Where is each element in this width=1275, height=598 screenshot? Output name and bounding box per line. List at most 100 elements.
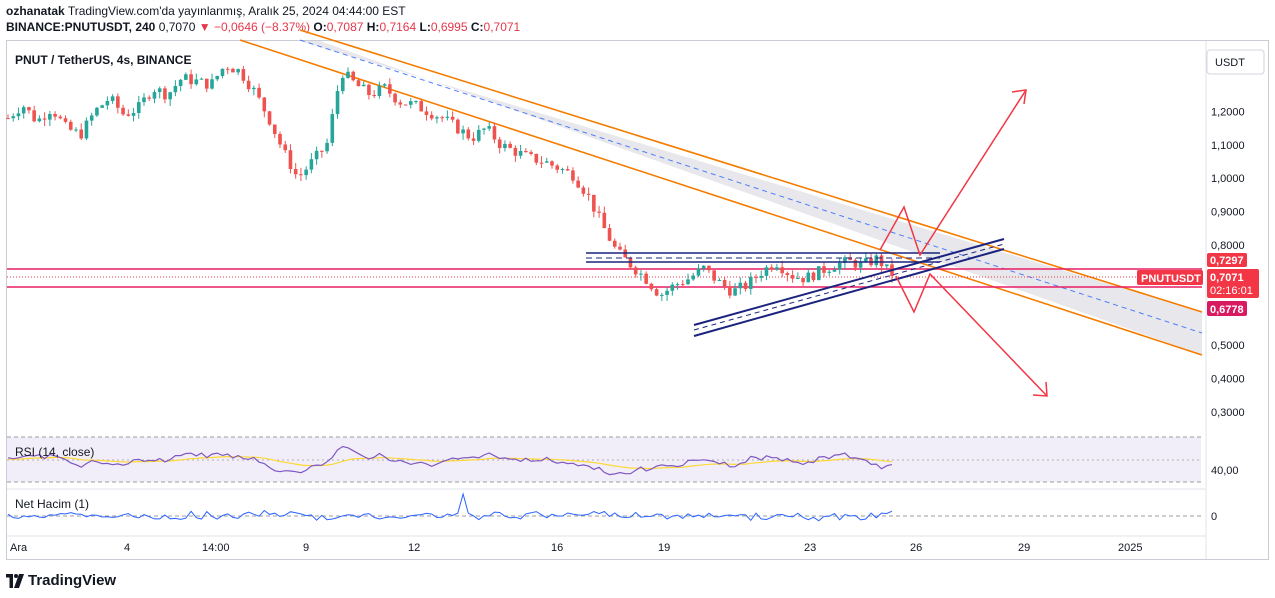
candle-body[interactable] <box>335 91 340 115</box>
candle-body[interactable] <box>832 269 837 272</box>
candle-body[interactable] <box>874 255 879 266</box>
candle-body[interactable] <box>116 96 120 108</box>
candle-body[interactable] <box>246 80 251 90</box>
candle-body[interactable] <box>309 159 314 170</box>
candle-body[interactable] <box>299 174 303 176</box>
candle-body[interactable] <box>571 170 575 181</box>
candle-body[interactable] <box>822 266 826 273</box>
candle-body[interactable] <box>121 107 125 115</box>
candle-body[interactable] <box>283 144 288 151</box>
candle-body[interactable] <box>163 88 167 100</box>
blue-channel-upper[interactable] <box>693 238 1005 326</box>
candle-body[interactable] <box>95 107 99 116</box>
candle-body[interactable] <box>544 161 549 163</box>
blue-horizontal-band[interactable] <box>586 252 940 263</box>
candle-body[interactable] <box>131 112 136 116</box>
candle-body[interactable] <box>293 169 298 175</box>
candle-body[interactable] <box>576 180 580 188</box>
candle-body[interactable] <box>236 69 240 73</box>
candle-body[interactable] <box>696 268 701 276</box>
candle-body[interactable] <box>288 150 293 170</box>
candle-body[interactable] <box>89 115 94 121</box>
candle-body[interactable] <box>612 240 617 247</box>
candle-body[interactable] <box>408 101 413 105</box>
candle-body[interactable] <box>440 117 444 119</box>
candle-body[interactable] <box>168 92 172 100</box>
candle-body[interactable] <box>231 68 235 73</box>
candle-body[interactable] <box>565 169 570 171</box>
candle-body[interactable] <box>827 271 832 273</box>
candle-body[interactable] <box>607 228 612 241</box>
orange-channel[interactable] <box>239 29 1203 356</box>
candle-body[interactable] <box>68 121 73 130</box>
candle-body[interactable] <box>398 102 403 105</box>
candle-body[interactable] <box>241 69 246 81</box>
candle-body[interactable] <box>16 113 21 117</box>
price-axis[interactable]: 1,2000 1,1000 1,0000 0,9000 0,8000 0,5000 0,40… <box>1211 106 1245 419</box>
time-axis[interactable]: Ara 4 14:00 9 12 16 19 23 26 29 2025 <box>10 542 1142 554</box>
candle-body[interactable] <box>837 262 842 270</box>
candle-body[interactable] <box>257 87 261 98</box>
candle-body[interactable] <box>152 92 157 99</box>
candle-body[interactable] <box>513 147 518 156</box>
candle-body[interactable] <box>769 267 774 270</box>
candle-body[interactable] <box>743 282 748 289</box>
candle-body[interactable] <box>550 161 554 166</box>
candle-body[interactable] <box>393 93 397 103</box>
candle-body[interactable] <box>754 276 758 278</box>
candle-body[interactable] <box>272 124 277 135</box>
candle-body[interactable] <box>717 280 722 282</box>
candle-body[interactable] <box>801 277 805 283</box>
candle-body[interactable] <box>524 151 528 153</box>
candle-body[interactable] <box>304 169 308 176</box>
candle-body[interactable] <box>654 289 659 296</box>
candle-body[interactable] <box>806 272 811 283</box>
footer-brand[interactable]: TradingView <box>6 572 116 589</box>
candle-body[interactable] <box>748 276 753 289</box>
candle-body[interactable] <box>843 257 847 263</box>
candle-body[interactable] <box>142 97 146 103</box>
candle-body[interactable] <box>278 134 282 145</box>
rsi-line[interactable] <box>7 445 893 476</box>
scenario-arrows[interactable] <box>879 89 1048 397</box>
candle-body[interactable] <box>728 286 732 296</box>
candle-body[interactable] <box>759 275 764 278</box>
candle-body[interactable] <box>555 165 560 170</box>
candle-body[interactable] <box>325 142 329 152</box>
main-legend[interactable]: PNUT / TetherUS, 4s, BINANCE <box>15 53 191 67</box>
candle-body[interactable] <box>879 255 884 267</box>
candle-body[interactable] <box>712 270 716 281</box>
candle-body[interactable] <box>722 280 727 287</box>
candle-body[interactable] <box>864 258 868 262</box>
candle-body[interactable] <box>210 79 214 89</box>
candle-body[interactable] <box>63 118 68 122</box>
candle-body[interactable] <box>414 101 418 103</box>
candle-body[interactable] <box>456 119 460 134</box>
candle-body[interactable] <box>377 85 382 97</box>
bearish-scenario-path[interactable] <box>895 272 1048 397</box>
candle-body[interactable] <box>639 273 643 275</box>
candle-body[interactable] <box>6 118 10 120</box>
candle-body[interactable] <box>184 74 188 80</box>
candle-body[interactable] <box>466 129 471 139</box>
candle-body[interactable] <box>764 267 769 276</box>
candle-body[interactable] <box>372 95 376 97</box>
candle-body[interactable] <box>42 118 47 120</box>
candle-body[interactable] <box>267 111 272 125</box>
candle-body[interactable] <box>649 283 654 290</box>
orange-channel-upper[interactable] <box>299 29 1203 313</box>
candle-body[interactable] <box>27 107 31 111</box>
orange-channel-lower[interactable] <box>239 39 1203 356</box>
candle-body[interactable] <box>796 277 800 279</box>
candle-body[interactable] <box>539 162 544 164</box>
author-name[interactable]: ozhanatak <box>6 4 65 18</box>
candle-body[interactable] <box>346 71 350 78</box>
candle-body[interactable] <box>586 193 591 195</box>
candle-body[interactable] <box>340 77 345 92</box>
candle-body[interactable] <box>32 110 36 122</box>
candle-body[interactable] <box>189 74 193 85</box>
candle-body[interactable] <box>602 212 607 229</box>
candle-body[interactable] <box>476 129 481 141</box>
candle-body[interactable] <box>816 266 821 281</box>
candle-body[interactable] <box>471 138 476 141</box>
